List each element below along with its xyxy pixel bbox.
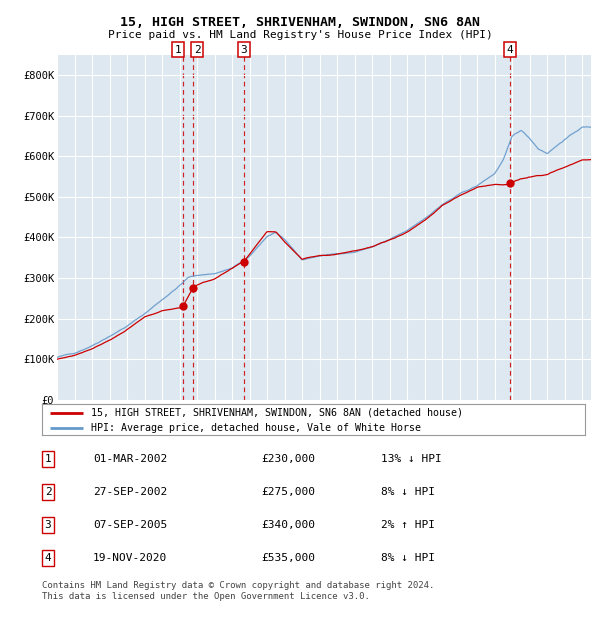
Text: £230,000: £230,000: [261, 454, 315, 464]
Text: 2: 2: [194, 45, 200, 55]
Text: 8% ↓ HPI: 8% ↓ HPI: [381, 487, 435, 497]
Text: £275,000: £275,000: [261, 487, 315, 497]
Text: 4: 4: [44, 552, 52, 563]
Text: 27-SEP-2002: 27-SEP-2002: [93, 487, 167, 497]
Text: £340,000: £340,000: [261, 520, 315, 530]
Text: 19-NOV-2020: 19-NOV-2020: [93, 552, 167, 563]
Text: 2: 2: [44, 487, 52, 497]
Text: This data is licensed under the Open Government Licence v3.0.: This data is licensed under the Open Gov…: [42, 592, 370, 601]
Text: 4: 4: [507, 45, 514, 55]
Text: 1: 1: [175, 45, 181, 55]
Text: 13% ↓ HPI: 13% ↓ HPI: [381, 454, 442, 464]
Text: 01-MAR-2002: 01-MAR-2002: [93, 454, 167, 464]
Text: 15, HIGH STREET, SHRIVENHAM, SWINDON, SN6 8AN: 15, HIGH STREET, SHRIVENHAM, SWINDON, SN…: [120, 16, 480, 29]
Text: 3: 3: [241, 45, 247, 55]
Text: 15, HIGH STREET, SHRIVENHAM, SWINDON, SN6 8AN (detached house): 15, HIGH STREET, SHRIVENHAM, SWINDON, SN…: [91, 407, 463, 418]
Text: 3: 3: [44, 520, 52, 530]
Text: 8% ↓ HPI: 8% ↓ HPI: [381, 552, 435, 563]
Text: Price paid vs. HM Land Registry's House Price Index (HPI): Price paid vs. HM Land Registry's House …: [107, 30, 493, 40]
Text: 2% ↑ HPI: 2% ↑ HPI: [381, 520, 435, 530]
Text: Contains HM Land Registry data © Crown copyright and database right 2024.: Contains HM Land Registry data © Crown c…: [42, 581, 434, 590]
Text: HPI: Average price, detached house, Vale of White Horse: HPI: Average price, detached house, Vale…: [91, 423, 421, 433]
Text: 07-SEP-2005: 07-SEP-2005: [93, 520, 167, 530]
Text: £535,000: £535,000: [261, 552, 315, 563]
Text: 1: 1: [44, 454, 52, 464]
